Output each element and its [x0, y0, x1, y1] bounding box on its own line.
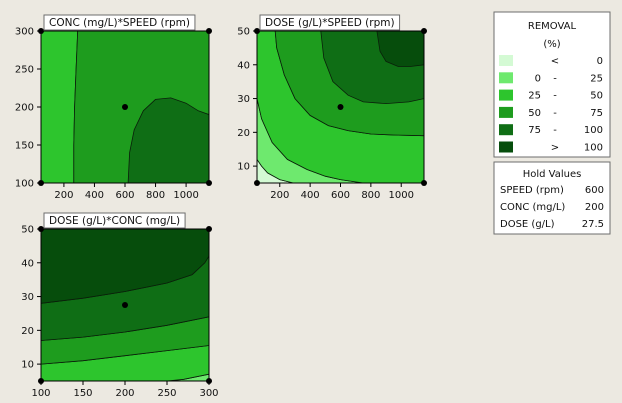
contour-region-5	[41, 229, 209, 304]
x-tick-label: 200	[270, 190, 289, 201]
y-tick-label: 150	[15, 141, 34, 152]
legend-upper-bound: 25	[590, 73, 603, 84]
y-tick-label: 20	[21, 326, 34, 337]
panel-title: DOSE (g/L)*SPEED (rpm)	[265, 17, 395, 29]
corner-marker-4	[421, 180, 427, 186]
legend-item-1: <0	[499, 55, 603, 67]
x-tick-label: 300	[199, 388, 218, 399]
corner-marker-2	[206, 226, 212, 232]
legend-swatch	[499, 55, 513, 66]
contour-region-3	[127, 97, 209, 183]
legend-upper-bound: 0	[597, 56, 603, 67]
panel-title-box	[43, 212, 186, 229]
hold-point-marker	[122, 302, 128, 308]
legend-swatch	[499, 89, 513, 101]
hold-conc-value: 200	[585, 202, 604, 213]
legend-range-symbol: -	[553, 108, 557, 119]
y-tick-label: 30	[21, 292, 34, 303]
x-tick-label: 800	[146, 190, 165, 201]
corner-marker-2	[421, 28, 427, 34]
legend-title-line1: REMOVAL	[528, 21, 577, 32]
x-tick-label: 100	[31, 388, 50, 399]
legend-range-symbol: >	[551, 143, 559, 154]
x-tick-label: 1000	[173, 190, 198, 201]
legend-upper-bound: 75	[590, 108, 603, 119]
panel-title: DOSE (g/L)*CONC (mg/L)	[49, 215, 180, 227]
contour-panel-2: 200 400 600 800 1000 10 20 30 40 50 DOSE (g/L)*SPE…	[237, 14, 427, 201]
legend-swatch	[499, 141, 513, 153]
y-tick-label: 50	[21, 225, 34, 236]
panel-title: CONC (mg/L)*SPEED (rpm)	[49, 17, 190, 29]
x-tick-label: 200	[115, 388, 134, 399]
y-tick-label: 40	[237, 60, 250, 71]
hold-point-marker	[337, 104, 344, 110]
x-tick-label: 800	[361, 190, 380, 201]
y-tick-label: 200	[15, 103, 34, 114]
legend-swatch	[499, 124, 513, 136]
legend-swatch	[499, 106, 513, 118]
corner-marker-4	[206, 180, 212, 186]
contour-panel-1: 200 400 600 800 1000 100 150 200 250 300 CONC (mg/…	[15, 14, 212, 201]
legend-range-symbol: -	[553, 73, 557, 84]
y-tick-label: 10	[237, 162, 250, 173]
contour-region-6	[376, 31, 424, 67]
y-tick-label: 40	[21, 258, 34, 269]
x-tick-label: 150	[73, 388, 92, 399]
panel-title-box	[43, 14, 196, 31]
y-tick-label: 50	[237, 27, 250, 38]
legend-item-5: 75 - 100	[499, 124, 603, 136]
legend-title-line2: (%)	[543, 39, 560, 50]
legend-range-symbol: -	[553, 125, 557, 136]
legend-range-symbol: -	[553, 91, 557, 102]
legend-upper-bound: 100	[584, 143, 603, 154]
legend-swatch	[499, 72, 513, 84]
hold-speed-name: SPEED (rpm)	[500, 185, 564, 196]
contour-region-1	[41, 31, 79, 183]
x-tick-label: 200	[54, 190, 73, 201]
contour-panel-3: 100 150 200 250 300 10 20 30 40 50 DOSE (g/L)*CONC…	[21, 212, 219, 399]
y-tick-label: 30	[237, 94, 250, 105]
hold-values-box: Hold Values SPEED (rpm) 600 CONC (mg/L) …	[493, 161, 611, 235]
corner-marker-2	[206, 28, 212, 34]
x-tick-label: 600	[331, 190, 350, 201]
corner-marker-3	[254, 180, 260, 186]
legend-item-2: 0 - 25	[499, 72, 603, 84]
y-tick-label: 100	[15, 179, 34, 190]
hold-dose-name: DOSE (g/L)	[500, 219, 555, 230]
legend-range-symbol: <	[551, 56, 559, 67]
hold-dose-value: 27.5	[582, 219, 604, 230]
x-tick-label: 400	[301, 190, 320, 201]
legend-lower-bound: 0	[535, 73, 541, 84]
legend-lower-bound: 50	[528, 108, 541, 119]
legend-upper-bound: 50	[590, 91, 603, 102]
legend-item-4: 50 - 75	[499, 106, 603, 119]
legend-lower-bound: 25	[528, 91, 541, 102]
y-tick-label: 300	[15, 27, 34, 38]
legend-item-6: >100	[499, 141, 603, 154]
legend-lower-bound: 75	[528, 125, 541, 136]
legend-item-3: 25 - 50	[499, 89, 603, 102]
y-tick-label: 250	[15, 65, 34, 76]
legend-upper-bound: 100	[584, 125, 603, 136]
x-tick-label: 600	[115, 190, 134, 201]
hold-speed-value: 600	[585, 185, 604, 196]
panel-title-box	[259, 14, 401, 31]
x-tick-label: 400	[85, 190, 104, 201]
x-tick-label: 1000	[389, 190, 414, 201]
y-tick-label: 20	[237, 128, 250, 139]
hold-conc-name: CONC (mg/L)	[500, 202, 565, 213]
x-tick-label: 250	[157, 388, 176, 399]
y-tick-label: 10	[21, 360, 34, 371]
hold-values-title: Hold Values	[523, 169, 582, 180]
hold-point-marker	[122, 104, 128, 110]
